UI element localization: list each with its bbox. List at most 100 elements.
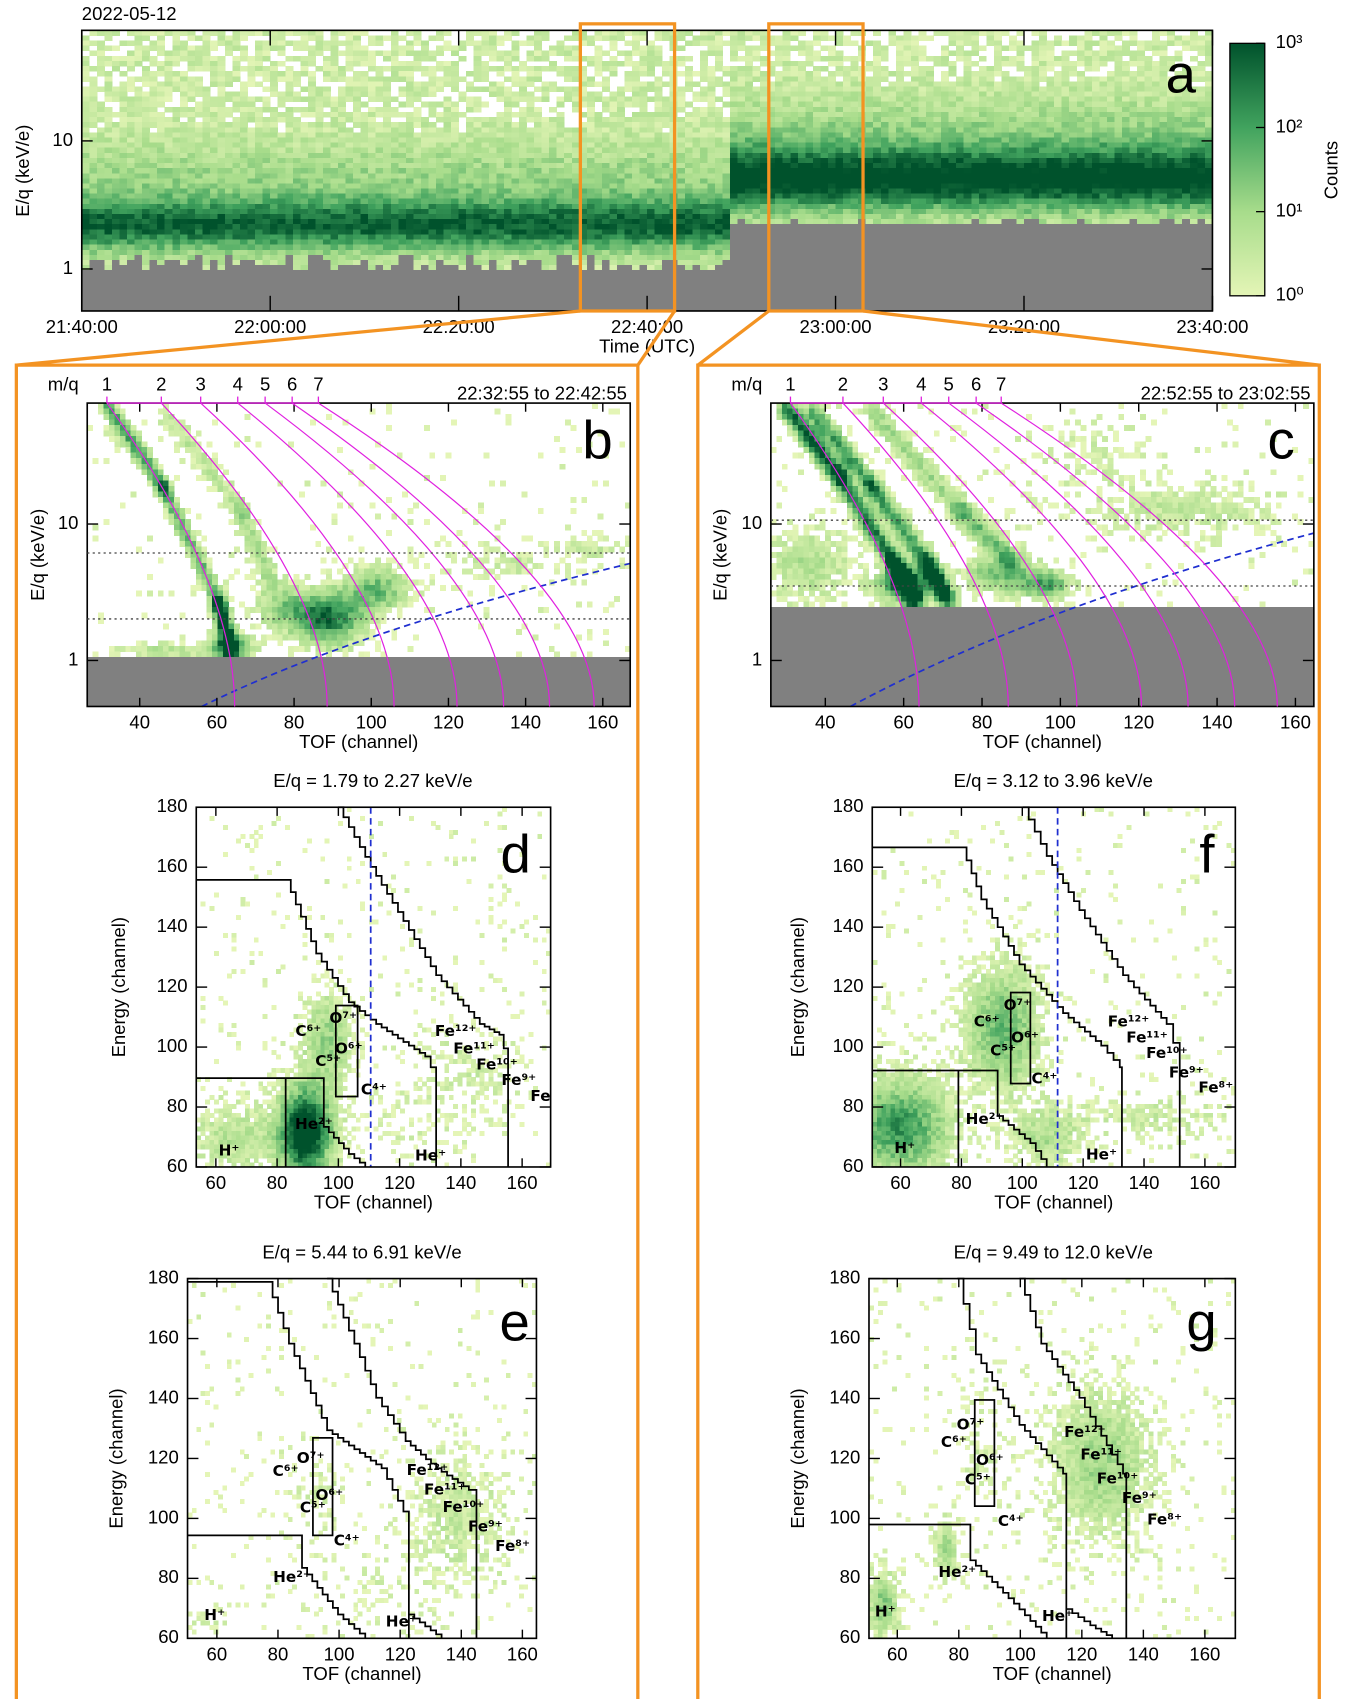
heat-cell bbox=[150, 240, 158, 246]
heat-cell bbox=[172, 291, 180, 297]
heat-cell bbox=[255, 183, 263, 189]
heat-cell bbox=[157, 291, 165, 297]
heat-cell bbox=[278, 76, 286, 82]
heat-cell bbox=[150, 132, 158, 138]
heat-cell bbox=[157, 112, 165, 118]
heat-cell bbox=[330, 270, 338, 276]
heat-cell bbox=[353, 250, 361, 256]
heat-cell bbox=[285, 81, 293, 87]
heat-cell bbox=[248, 102, 256, 108]
heat-cell bbox=[225, 209, 233, 215]
heat-cell bbox=[172, 30, 180, 36]
heat-cell bbox=[104, 61, 112, 67]
heat-cell bbox=[278, 148, 286, 154]
heat-cell bbox=[255, 158, 263, 164]
heat-cell bbox=[127, 240, 135, 246]
heat-cell bbox=[202, 107, 210, 113]
heat-cell bbox=[323, 158, 331, 164]
heat-cell bbox=[135, 92, 143, 98]
heat-cell bbox=[119, 41, 127, 47]
heat-cell bbox=[300, 245, 308, 251]
heat-cell bbox=[323, 132, 331, 138]
heat-cell bbox=[278, 183, 286, 189]
heat-cell bbox=[89, 250, 97, 256]
heat-cell bbox=[217, 219, 225, 225]
heat-cell bbox=[157, 209, 165, 215]
heat-cell bbox=[270, 117, 278, 123]
heat-cell bbox=[150, 291, 158, 297]
heat-cell bbox=[270, 86, 278, 92]
heat-cell bbox=[112, 260, 120, 266]
heat-cell bbox=[300, 158, 308, 164]
heat-cell bbox=[300, 173, 308, 179]
heat-cell bbox=[293, 30, 301, 36]
heat-cell bbox=[210, 61, 218, 67]
heat-cell bbox=[255, 61, 263, 67]
heat-cell bbox=[308, 296, 316, 302]
heat-cell bbox=[361, 260, 369, 266]
heat-cell bbox=[195, 260, 203, 266]
heat-cell bbox=[119, 194, 127, 200]
heat-cell bbox=[293, 107, 301, 113]
heat-cell bbox=[217, 265, 225, 271]
heat-cell bbox=[338, 240, 346, 246]
heat-cell bbox=[346, 41, 354, 47]
heat-cell bbox=[195, 229, 203, 235]
heat-cell bbox=[112, 265, 120, 271]
heat-cell bbox=[180, 240, 188, 246]
heat-cell bbox=[255, 122, 263, 128]
heat-cell bbox=[180, 112, 188, 118]
heat-cell bbox=[270, 46, 278, 52]
heat-cell bbox=[82, 301, 90, 307]
heat-cell bbox=[240, 229, 248, 235]
heat-cell bbox=[300, 30, 308, 36]
heat-cell bbox=[142, 97, 150, 103]
heat-cell bbox=[248, 158, 256, 164]
heat-cell bbox=[157, 143, 165, 149]
heat-cell bbox=[278, 92, 286, 98]
heat-cell bbox=[112, 66, 120, 72]
heat-cell bbox=[127, 219, 135, 225]
heat-cell bbox=[187, 240, 195, 246]
heat-cell bbox=[142, 30, 150, 36]
heat-cell bbox=[285, 127, 293, 133]
heat-cell bbox=[353, 81, 361, 87]
heat-cell bbox=[89, 92, 97, 98]
heat-cell bbox=[89, 117, 97, 123]
heat-cell bbox=[248, 204, 256, 210]
heat-cell bbox=[270, 265, 278, 271]
heat-cell bbox=[142, 214, 150, 220]
heat-cell bbox=[217, 275, 225, 281]
heat-cell bbox=[270, 35, 278, 41]
heat-cell bbox=[127, 158, 135, 164]
heat-cell bbox=[361, 178, 369, 184]
heat-cell bbox=[293, 214, 301, 220]
heat-cell bbox=[165, 260, 173, 266]
heat-cell bbox=[217, 117, 225, 123]
heat-cell bbox=[368, 214, 376, 220]
heat-cell bbox=[165, 71, 173, 77]
heat-cell bbox=[150, 219, 158, 225]
heat-cell bbox=[165, 296, 173, 302]
heat-cell bbox=[217, 107, 225, 113]
heat-cell bbox=[217, 97, 225, 103]
heat-cell bbox=[361, 204, 369, 210]
heat-cell bbox=[180, 301, 188, 307]
heat-cell bbox=[187, 138, 195, 144]
heat-cell bbox=[172, 127, 180, 133]
heat-cell bbox=[330, 183, 338, 189]
heat-cell bbox=[248, 224, 256, 230]
heat-cell bbox=[240, 107, 248, 113]
heat-cell bbox=[278, 97, 286, 103]
heat-cell bbox=[165, 178, 173, 184]
heat-cell bbox=[157, 153, 165, 159]
heat-cell bbox=[338, 173, 346, 179]
heat-cell bbox=[315, 163, 323, 169]
heat-cell bbox=[210, 102, 218, 108]
heat-cell bbox=[97, 46, 105, 52]
heat-cell bbox=[104, 301, 112, 307]
heat-cell bbox=[172, 265, 180, 271]
heat-cell bbox=[233, 92, 241, 98]
heat-cell bbox=[202, 168, 210, 174]
heat-cell bbox=[127, 250, 135, 256]
